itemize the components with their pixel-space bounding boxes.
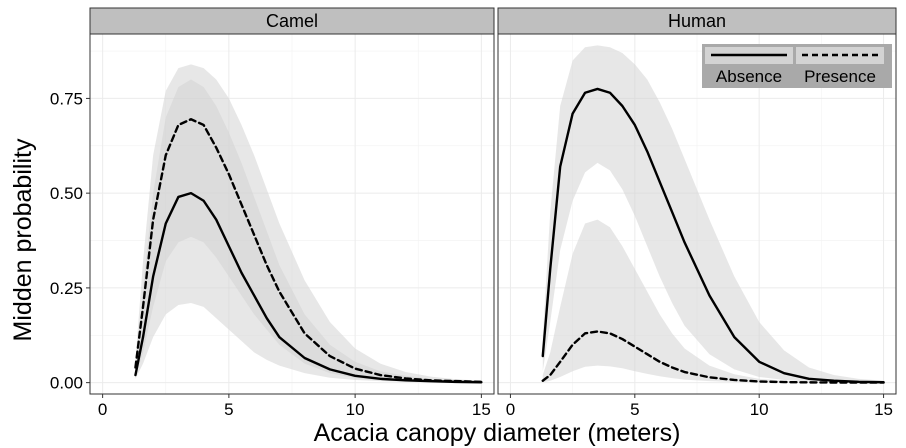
legend-key-background — [796, 47, 884, 64]
legend-entry-presence: Presence — [796, 47, 884, 86]
x-tick-label: 5 — [224, 400, 233, 419]
x-tick-label: 0 — [506, 400, 515, 419]
y-tick-label: 0.50 — [50, 184, 83, 203]
y-tick-label: 0.00 — [50, 374, 83, 393]
series-line-presence — [541, 330, 885, 384]
facet-panel-human: Human — [497, 7, 897, 395]
legend-label: Presence — [804, 67, 876, 86]
legend-label: Absence — [716, 67, 782, 86]
x-tick-label: 15 — [874, 400, 893, 419]
ribbon-presence — [135, 64, 482, 383]
panel-border — [89, 33, 495, 395]
legend: Absence Presence — [702, 44, 892, 88]
x-tick-label: 15 — [472, 400, 491, 419]
x-tick-label: 10 — [346, 400, 365, 419]
ribbon-absence — [542, 45, 884, 383]
panel-border — [497, 33, 897, 395]
x-tick-label: 10 — [750, 400, 769, 419]
y-tick-label: 0.25 — [50, 279, 83, 298]
facet-panels: Camel Human — [89, 7, 897, 395]
strip-label: Human — [668, 11, 726, 31]
series-line-presence — [134, 118, 483, 384]
y-axis-title: Midden probability — [9, 138, 37, 341]
strip-background — [89, 7, 495, 35]
series-line-absence — [541, 87, 885, 384]
legend-entry-absence: Absence — [705, 47, 793, 86]
axes: 0 5 10 15 0 5 10 15 0.00 0.25 0.50 0.75 — [50, 89, 893, 419]
facet-panel-camel: Camel — [89, 7, 495, 395]
x-axis-title: Acacia canopy diameter (meters) — [314, 419, 681, 447]
strip-background — [497, 7, 897, 35]
series-line-absence — [134, 191, 483, 384]
strip-label: Camel — [266, 11, 318, 31]
x-tick-label: 0 — [98, 400, 107, 419]
x-tick-label: 5 — [630, 400, 639, 419]
y-tick-label: 0.75 — [50, 89, 83, 108]
